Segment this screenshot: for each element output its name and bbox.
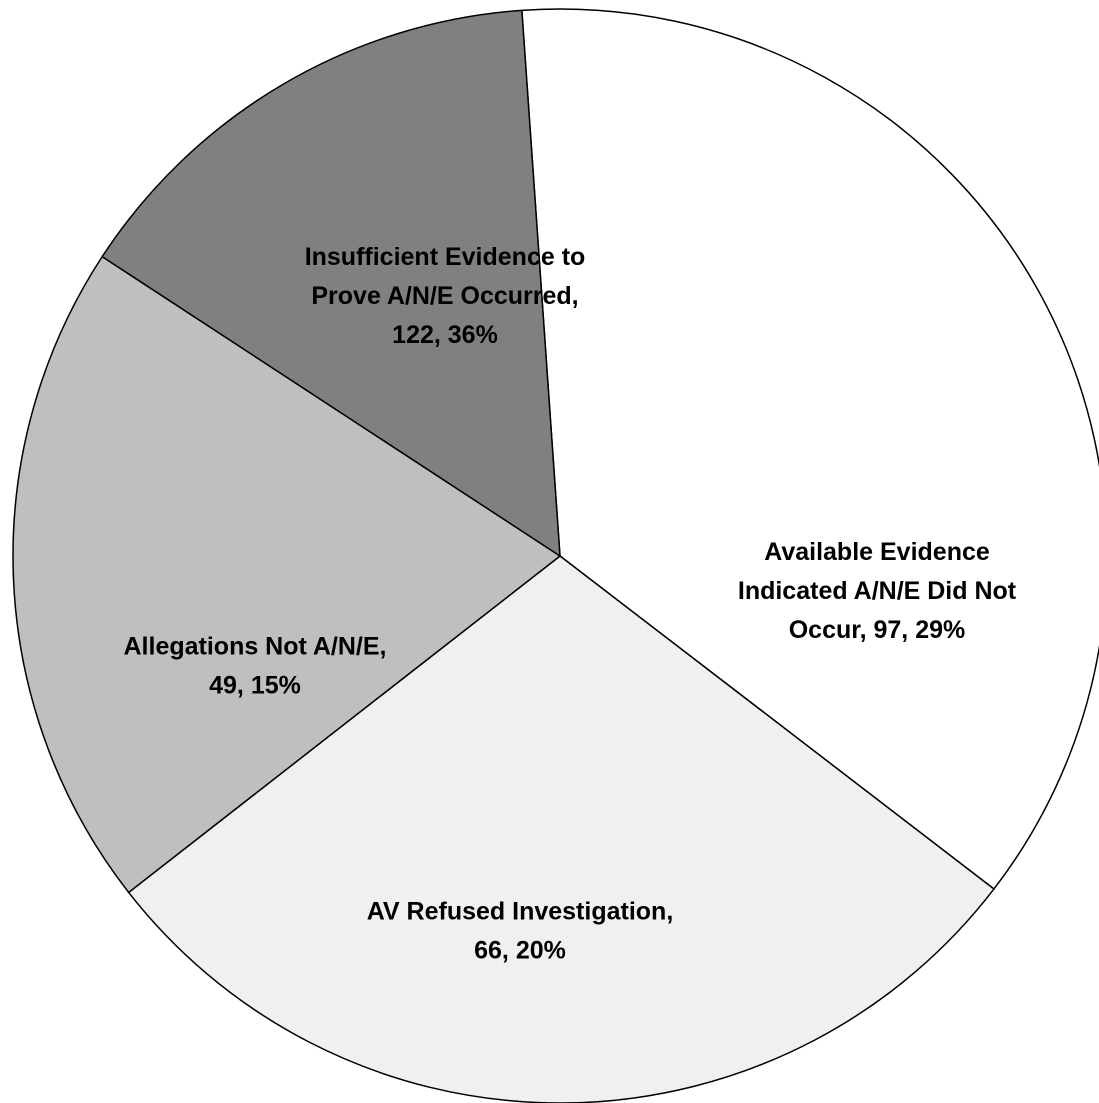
slice-label-line: 49, 15% xyxy=(209,672,301,700)
labels-layer: Insufficient Evidence to Prove A/N/E Occu… xyxy=(124,243,1017,965)
slice-label-line: AV Refused Investigation, xyxy=(367,898,674,926)
slice-label-2: Available Evidence Indicated A/N/E Did No… xyxy=(738,538,1017,644)
slice-label-line: 122, 36% xyxy=(392,321,498,349)
slice-label-line: Prove A/N/E Occurred, xyxy=(311,282,578,310)
pie-slice-1 xyxy=(521,8,1099,891)
pie-slice-3 xyxy=(12,255,562,894)
slice-label-3: AV Refused Investigation, 66, 20% xyxy=(367,898,674,965)
slice-label-line: Allegations Not A/N/E, xyxy=(124,633,387,661)
slice-label-line: Insufficient Evidence to xyxy=(305,243,586,271)
slice-label-line: Available Evidence xyxy=(764,538,990,566)
slice-label-line: Indicated A/N/E Did Not xyxy=(738,577,1017,605)
pie-slice-4 xyxy=(101,9,561,558)
slice-label-4: Allegations Not A/N/E, 49, 15% xyxy=(124,633,387,700)
slices-layer xyxy=(12,8,1099,1103)
slice-label-line: 66, 20% xyxy=(474,937,566,965)
slice-label-1: Insufficient Evidence to Prove A/N/E Occu… xyxy=(305,243,586,349)
slice-label-line: Occur, 97, 29% xyxy=(789,616,966,644)
